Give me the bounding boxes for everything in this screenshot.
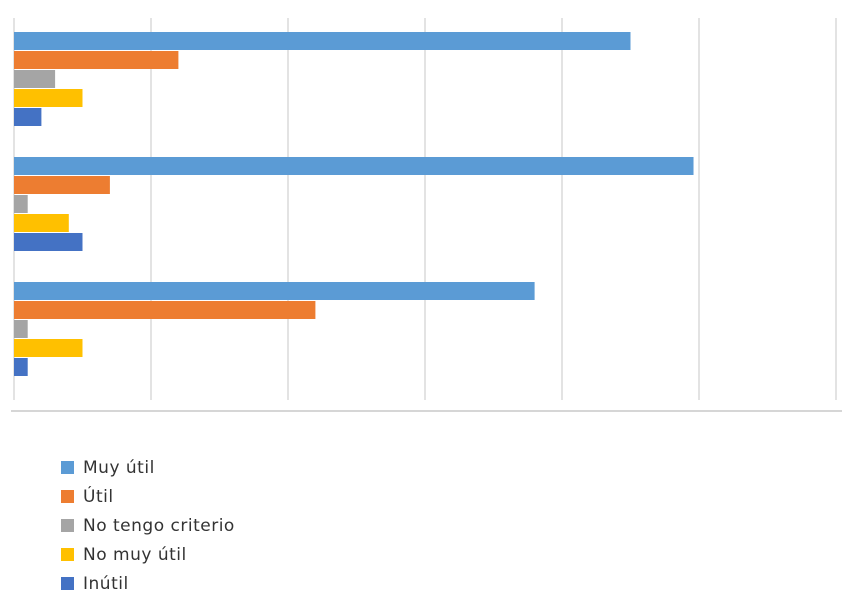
bars: [14, 32, 694, 376]
legend-swatch: [61, 577, 74, 590]
bar: [14, 157, 694, 175]
legend-label: Útil: [83, 486, 114, 507]
bar: [14, 176, 110, 194]
legend-swatch: [61, 519, 74, 532]
bar: [14, 70, 56, 88]
legend-item: No tengo criterio: [61, 511, 235, 540]
bar: [14, 195, 28, 213]
legend-item: Útil: [61, 482, 235, 511]
bar-chart: [11, 18, 842, 412]
legend-label: Inútil: [83, 573, 129, 594]
bar: [14, 358, 28, 376]
bar: [14, 233, 83, 251]
bar: [14, 214, 69, 232]
bar: [14, 32, 631, 50]
gridlines: [13, 18, 837, 400]
bar: [14, 339, 83, 357]
bar: [14, 320, 28, 338]
legend-label: No muy útil: [83, 544, 187, 565]
bar: [14, 51, 179, 69]
legend-label: No tengo criterio: [83, 515, 235, 536]
legend-swatch: [61, 461, 74, 474]
legend-swatch: [61, 490, 74, 503]
legend: Muy útil Útil No tengo criterio No muy útil…: [61, 453, 235, 598]
bar: [14, 301, 316, 319]
bar: [14, 282, 535, 300]
bar: [14, 89, 83, 107]
bar: [14, 108, 42, 126]
legend-swatch: [61, 548, 74, 561]
legend-item: No muy útil: [61, 540, 235, 569]
legend-label: Muy útil: [83, 457, 155, 478]
legend-item: Inútil: [61, 569, 235, 598]
legend-item: Muy útil: [61, 453, 235, 482]
